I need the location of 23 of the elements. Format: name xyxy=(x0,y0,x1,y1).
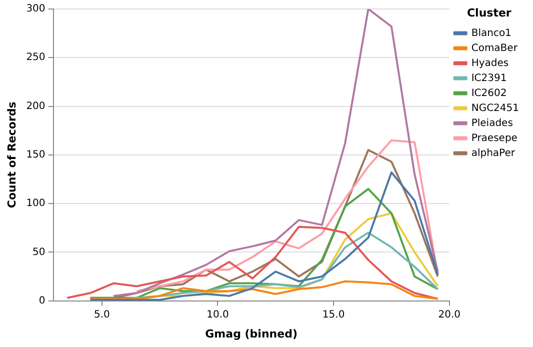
legend-label: Blanco1 xyxy=(471,28,512,39)
legend-title: Cluster xyxy=(466,6,512,20)
y-tick-label: 300 xyxy=(26,4,46,15)
y-tick-label: 200 xyxy=(26,100,46,112)
legend-label: IC2602 xyxy=(471,88,507,99)
x-axis-title: Gmag (binned) xyxy=(205,327,298,340)
y-tick-label: 150 xyxy=(26,149,46,160)
x-tick-label: 20.0 xyxy=(438,309,460,320)
x-tick-label: 15.0 xyxy=(322,309,345,320)
y-tick-label: 250 xyxy=(26,52,46,64)
y-axis-title: Count of Records xyxy=(5,101,18,208)
y-tick-label: 100 xyxy=(26,198,46,210)
y-tick-label: 50 xyxy=(32,246,46,258)
x-tick-label: 5.0 xyxy=(94,309,110,320)
legend-label: ComaBer xyxy=(471,42,518,54)
legend-label: alphaPer xyxy=(471,148,516,159)
legend-label: Pleiades xyxy=(471,118,513,129)
legend-label: NGC2451 xyxy=(471,102,520,114)
y-tick-label: 0 xyxy=(38,295,46,306)
legend-label: Hyades xyxy=(471,58,509,69)
legend-label: IC2391 xyxy=(471,72,507,84)
x-tick-label: 10.0 xyxy=(206,309,229,320)
legend-label: Praesepe xyxy=(471,132,518,144)
